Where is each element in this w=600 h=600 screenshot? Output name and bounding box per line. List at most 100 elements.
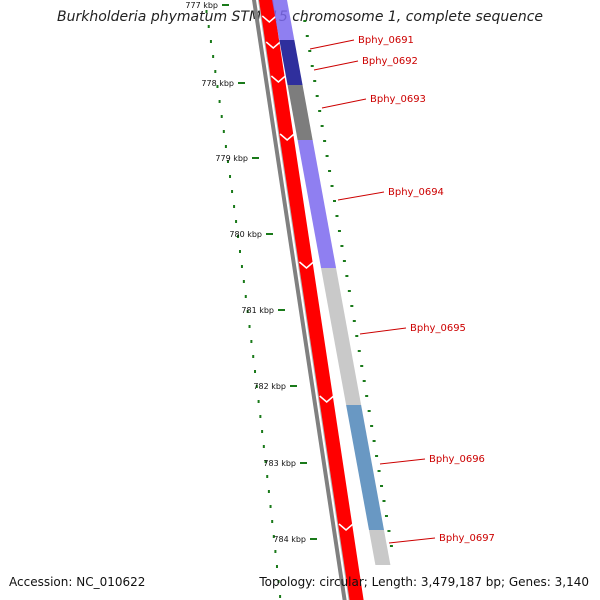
kbp-tick-label: 784 kbp — [273, 535, 306, 544]
scale-outer-tick — [375, 455, 379, 457]
gene-label-bphy_0694: Bphy_0694 — [388, 187, 444, 198]
scale-outer-tick — [328, 170, 332, 172]
scale-outer-tick — [355, 335, 359, 337]
gene-leader-line — [359, 327, 407, 335]
scale-minor-tick — [246, 310, 249, 313]
scale-minor-tick — [214, 70, 217, 73]
scale-minor-tick — [244, 295, 247, 298]
scale-outer-tick — [337, 230, 341, 232]
scale-outer-tick — [318, 110, 322, 112]
scale-outer-tick — [372, 440, 376, 442]
scale-minor-tick — [259, 415, 262, 418]
scale-outer-tick — [335, 215, 339, 217]
scale-outer-tick — [357, 350, 361, 352]
scale-minor-tick — [212, 55, 215, 58]
gene-segment-bphy_0696 — [346, 405, 384, 530]
scale-minor-tick — [261, 430, 264, 433]
scale-minor-tick — [209, 40, 212, 43]
scale-minor-tick — [205, 10, 208, 13]
scale-minor-tick — [272, 535, 275, 538]
scale-outer-tick — [330, 185, 334, 187]
map-title: Burkholderia phymatum STM815 chromosome … — [56, 9, 543, 25]
scale-minor-tick — [235, 220, 238, 223]
scale-minor-tick — [275, 565, 278, 568]
scale-outer-tick — [308, 50, 312, 52]
kbp-tick-label: 777 kbp — [185, 1, 218, 10]
gene-segment-bphy_0694 — [297, 140, 337, 268]
scale-minor-tick — [271, 520, 274, 523]
scale-minor-tick — [277, 580, 280, 583]
scale-outer-tick — [325, 155, 329, 157]
gene-segment-bphy_0697 — [368, 530, 391, 565]
gene-segment-bphy_0695 — [321, 268, 362, 405]
scale-outer-tick — [352, 320, 356, 322]
scale-outer-tick — [303, 20, 307, 22]
scale-minor-tick — [257, 400, 260, 403]
gene-leader-line — [337, 191, 385, 201]
scale-outer-tick — [377, 470, 381, 472]
gene-leader-line — [309, 39, 355, 50]
scale-minor-tick — [220, 115, 223, 118]
scale-major-tick — [310, 538, 317, 540]
scale-outer-tick — [350, 305, 354, 307]
scale-outer-tick — [310, 65, 314, 67]
scale-outer-tick — [313, 80, 317, 82]
scale-minor-tick — [264, 460, 267, 463]
scale-minor-tick — [226, 160, 229, 163]
cds-boundary-arrow — [265, 41, 281, 49]
scale-minor-tick — [255, 385, 258, 388]
scale-outer-tick — [320, 125, 324, 127]
scale-minor-tick — [222, 130, 225, 133]
scale-minor-tick — [252, 355, 255, 358]
backbone-line — [252, 0, 347, 600]
scale-minor-tick — [240, 265, 243, 268]
scale-outer-tick — [305, 35, 309, 37]
scale-minor-tick — [262, 445, 265, 448]
kbp-tick-label: 780 kbp — [229, 230, 262, 239]
cds-boundary-arrow — [298, 261, 314, 269]
scale-minor-tick — [224, 145, 227, 148]
gene-label-bphy_0696: Bphy_0696 — [429, 454, 485, 465]
scale-minor-tick — [237, 235, 240, 238]
scale-outer-tick — [345, 275, 349, 277]
scale-outer-tick — [333, 200, 336, 202]
scale-outer-tick — [360, 365, 364, 367]
gene-leader-line — [313, 60, 359, 71]
cds-boundary-arrow — [338, 523, 354, 531]
gene-segment-bphy_0691 — [272, 0, 295, 40]
scale-outer-tick — [384, 515, 388, 517]
scale-minor-tick — [274, 550, 277, 553]
gene-leader-line — [321, 98, 367, 109]
gene-label-bphy_0693: Bphy_0693 — [370, 94, 426, 105]
scale-major-tick — [222, 4, 229, 6]
scale-outer-tick — [367, 410, 371, 412]
scale-major-tick — [238, 82, 245, 84]
scale-outer-tick — [347, 290, 351, 292]
cds-boundary-arrow — [319, 395, 335, 403]
scale-minor-tick — [250, 340, 253, 343]
scale-outer-tick — [315, 95, 319, 97]
scale-major-tick — [290, 385, 297, 387]
scale-outer-tick — [362, 380, 366, 382]
kbp-tick-label: 778 kbp — [201, 79, 234, 88]
scale-major-tick — [252, 157, 259, 159]
scale-minor-tick — [239, 250, 241, 253]
scale-minor-tick — [242, 280, 245, 283]
scale-outer-tick — [342, 260, 346, 262]
scale-minor-tick — [266, 475, 269, 478]
forward-track — [259, 0, 364, 600]
gene-label-bphy_0695: Bphy_0695 — [410, 323, 466, 334]
gene-leader-line — [379, 458, 426, 465]
scale-major-tick — [266, 233, 273, 235]
kbp-tick-label: 781 kbp — [241, 306, 274, 315]
kbp-tick-label: 783 kbp — [263, 459, 296, 468]
kbp-tick-label: 779 kbp — [215, 154, 248, 163]
scale-outer-tick — [365, 395, 369, 397]
scale-major-tick — [278, 309, 285, 311]
scale-outer-tick — [370, 425, 374, 427]
cds-boundary-arrow — [270, 75, 286, 83]
scale-minor-tick — [216, 85, 219, 88]
scale-minor-tick — [248, 325, 251, 328]
scale-minor-tick — [254, 370, 257, 373]
gene-label-bphy_0697: Bphy_0697 — [439, 533, 495, 544]
